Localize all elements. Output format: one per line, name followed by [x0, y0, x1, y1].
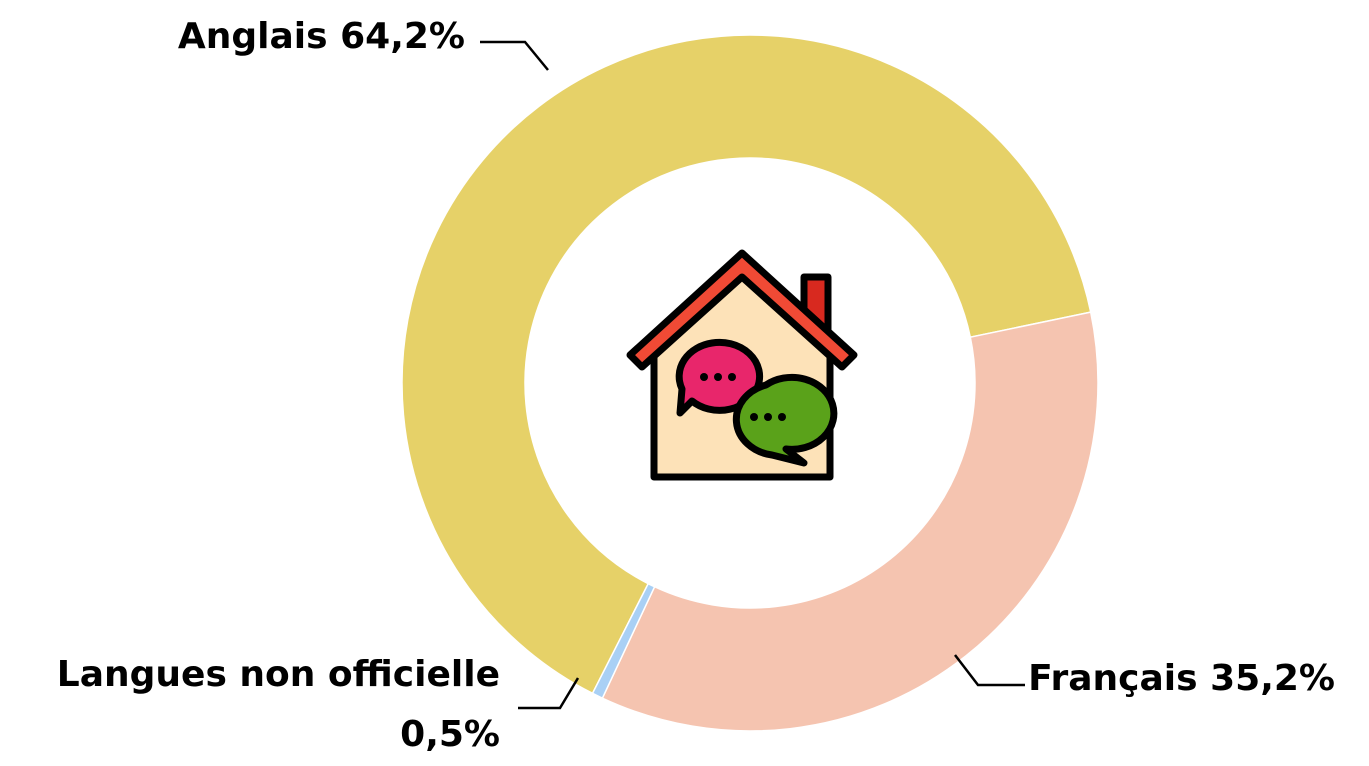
leader-line [480, 40, 549, 71]
category-label: Français [1028, 658, 1197, 699]
slices [401, 34, 1099, 732]
slice-label: Français 35,2% [1028, 658, 1335, 699]
labels: Anglais 64,2% Français 35,2% Langues non o… [57, 16, 1335, 755]
value-label: 35,2% [1210, 658, 1335, 699]
slice-label: 0,5% [400, 714, 500, 755]
value-label: 64,2% [340, 16, 465, 57]
slice [401, 34, 1092, 695]
category-label: Langues non officielle [57, 654, 500, 695]
value-label: 0,5% [400, 714, 500, 755]
slice [591, 582, 656, 700]
slice-label: Langues non officielle [57, 654, 500, 695]
house-icon [626, 249, 858, 481]
leader-line [954, 654, 1025, 687]
category-label: Anglais [178, 16, 328, 57]
slice [601, 311, 1099, 732]
slice-label: Anglais 64,2% [178, 16, 465, 57]
leader-line [518, 677, 580, 710]
